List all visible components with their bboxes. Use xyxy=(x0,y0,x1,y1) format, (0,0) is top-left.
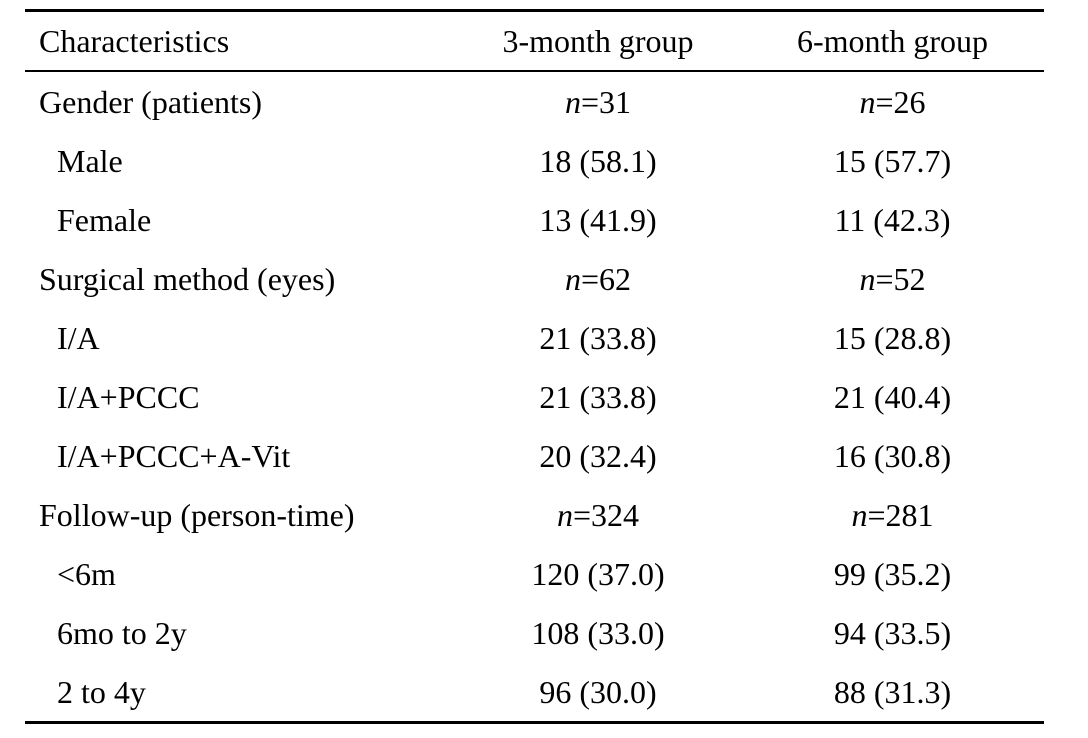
row-value-3-month: n=324 xyxy=(455,499,741,531)
table-row: I/A+PCCC+A-Vit 20 (32.4) 16 (30.8) xyxy=(25,426,1044,485)
row-value-3-month: 96 (30.0) xyxy=(539,673,657,710)
table-row: Male 18 (58.1) 15 (57.7) xyxy=(25,131,1044,190)
row-value-3-month: 20 (32.4) xyxy=(539,437,657,474)
header-3-month-group: 3-month group xyxy=(502,23,694,59)
header-characteristics: Characteristics xyxy=(39,23,230,59)
n-value: =62 xyxy=(580,260,632,297)
n-value: =26 xyxy=(875,83,926,120)
table-row: 2 to 4y 96 (30.0) 88 (31.3) xyxy=(25,662,1044,721)
row-label: Female xyxy=(57,201,152,238)
row-value-6-month: n=52 xyxy=(741,263,1044,295)
table-row: Gender (patients) n=31 n=26 xyxy=(25,72,1044,131)
n-symbol: n xyxy=(556,496,573,533)
row-label: Male xyxy=(57,142,123,179)
table-row: I/A 21 (33.8) 15 (28.8) xyxy=(25,308,1044,367)
row-value-6-month: 21 (40.4) xyxy=(833,378,952,415)
table-row: Surgical method (eyes) n=62 n=52 xyxy=(25,249,1044,308)
row-label: Follow-up (person-time) xyxy=(39,496,355,533)
row-value-3-month: 21 (33.8) xyxy=(539,319,657,356)
table-top-rule xyxy=(25,9,1044,12)
row-value-6-month: 15 (28.8) xyxy=(833,319,952,356)
table-row: Female 13 (41.9) 11 (42.3) xyxy=(25,190,1044,249)
table-header-row: Characteristics 3-month group 6-month gr… xyxy=(25,12,1044,70)
row-value-6-month: 11 (42.3) xyxy=(834,201,951,238)
row-value-6-month: 16 (30.8) xyxy=(833,437,952,474)
row-value-3-month: 120 (37.0) xyxy=(531,555,665,592)
n-value: =52 xyxy=(875,260,926,297)
n-value: =31 xyxy=(580,83,632,120)
row-value-6-month: 15 (57.7) xyxy=(833,142,952,179)
row-label: I/A+PCCC xyxy=(57,378,200,415)
row-label: I/A xyxy=(57,319,100,356)
row-value-3-month: 108 (33.0) xyxy=(531,614,665,651)
n-value: =324 xyxy=(572,496,640,533)
row-label: Surgical method (eyes) xyxy=(39,260,336,297)
table-row: <6m 120 (37.0) 99 (35.2) xyxy=(25,544,1044,603)
row-label: 6mo to 2y xyxy=(57,614,187,651)
row-value-6-month: 94 (33.5) xyxy=(833,614,952,651)
n-symbol: n xyxy=(851,496,868,533)
n-symbol: n xyxy=(859,83,876,120)
header-6-month-group: 6-month group xyxy=(796,23,989,59)
row-value-3-month: n=62 xyxy=(455,263,741,295)
row-value-6-month: 99 (35.2) xyxy=(833,555,952,592)
n-symbol: n xyxy=(859,260,876,297)
row-value-6-month: n=281 xyxy=(741,499,1044,531)
row-value-3-month: 21 (33.8) xyxy=(539,378,657,415)
table-row: Follow-up (person-time) n=324 n=281 xyxy=(25,485,1044,544)
n-symbol: n xyxy=(564,260,581,297)
row-value-6-month: n=26 xyxy=(741,86,1044,118)
n-symbol: n xyxy=(564,83,581,120)
row-value-3-month: 18 (58.1) xyxy=(539,142,657,179)
row-label: I/A+PCCC+A-Vit xyxy=(57,437,291,474)
row-label: <6m xyxy=(57,555,116,592)
row-value-3-month: n=31 xyxy=(455,86,741,118)
table-row: 6mo to 2y 108 (33.0) 94 (33.5) xyxy=(25,603,1044,662)
table-bottom-rule xyxy=(25,721,1044,724)
table-row: I/A+PCCC 21 (33.8) 21 (40.4) xyxy=(25,367,1044,426)
row-label: 2 to 4y xyxy=(57,673,146,710)
row-value-3-month: 13 (41.9) xyxy=(539,201,657,238)
row-value-6-month: 88 (31.3) xyxy=(833,673,952,710)
row-label: Gender (patients) xyxy=(39,83,263,120)
n-value: =281 xyxy=(867,496,934,533)
characteristics-table: Characteristics 3-month group 6-month gr… xyxy=(25,9,1044,724)
table-header-rule xyxy=(25,70,1044,72)
